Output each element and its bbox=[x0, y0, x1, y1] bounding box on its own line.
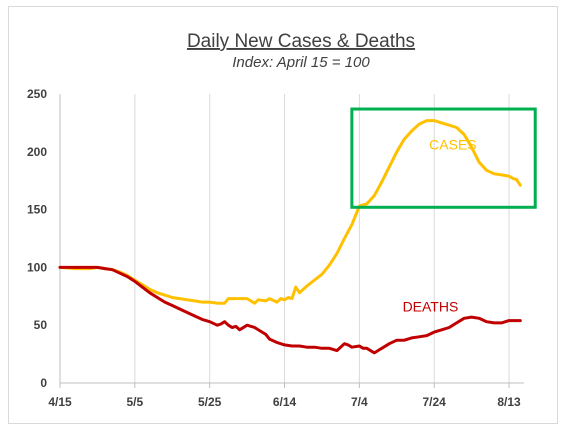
x-tick-label: 8/13 bbox=[497, 395, 521, 409]
x-tick-label: 4/15 bbox=[48, 395, 72, 409]
y-tick-label: 0 bbox=[40, 376, 47, 390]
annotation-deaths: DEATHS bbox=[403, 298, 459, 314]
y-tick-label: 250 bbox=[27, 87, 47, 101]
y-tick-label: 100 bbox=[27, 260, 47, 274]
grid-lines bbox=[134, 94, 510, 383]
highlight-box-layer bbox=[350, 107, 537, 209]
x-tick-label: 6/14 bbox=[273, 395, 297, 409]
y-tick-label: 150 bbox=[27, 203, 47, 217]
y-axis-tick-labels: 0 50 100 150 200 250 bbox=[27, 87, 47, 390]
y-tick-label: 50 bbox=[34, 318, 48, 332]
series-line-deaths bbox=[58, 265, 522, 355]
chart-subtitle: Index: April 15 = 100 bbox=[232, 54, 370, 71]
x-tick-label: 5/25 bbox=[198, 395, 222, 409]
chart-title: Daily New Cases & Deaths bbox=[187, 31, 415, 52]
axes bbox=[59, 94, 524, 388]
x-tick-label: 7/4 bbox=[351, 395, 368, 409]
annotation-cases: CASES bbox=[429, 136, 476, 152]
chart-frame: Daily New Cases & Deaths Index: April 15… bbox=[8, 6, 558, 424]
highlight-box bbox=[350, 107, 537, 209]
x-tick-label: 7/24 bbox=[423, 395, 447, 409]
line-chart: Daily New Cases & Deaths Index: April 15… bbox=[27, 31, 537, 409]
series-line-cases bbox=[58, 119, 522, 305]
x-axis-tick-labels: 4/15 5/5 5/25 6/14 7/4 7/24 8/13 bbox=[48, 395, 521, 409]
series-lines bbox=[58, 119, 522, 355]
y-tick-label: 200 bbox=[27, 145, 47, 159]
series-annotations: CASES DEATHS bbox=[403, 136, 477, 314]
x-tick-label: 5/5 bbox=[126, 395, 143, 409]
